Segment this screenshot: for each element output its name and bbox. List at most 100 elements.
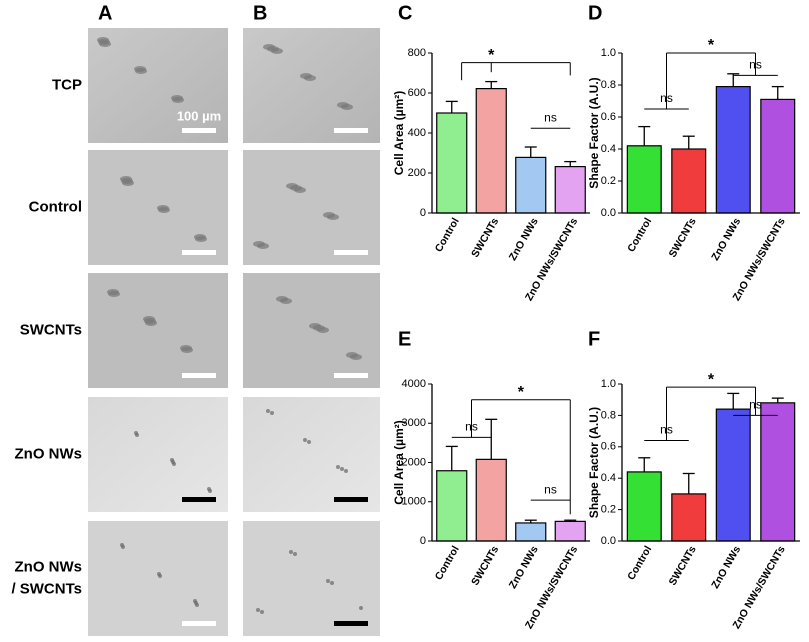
- significance: *: [518, 384, 525, 401]
- micrograph: [88, 397, 228, 512]
- chart: F Shape Factor (A.U.) 0.0 0.2 0.4 0.6 0.8 1.0 Co…: [587, 328, 800, 631]
- x-tick-label: SWCNTs: [667, 216, 699, 260]
- significance: ns: [749, 398, 762, 412]
- y-tick-label: 1000: [402, 496, 426, 508]
- scale-bar: [334, 621, 368, 626]
- cell: [121, 545, 125, 549]
- micrograph: [88, 28, 228, 143]
- bar: [436, 470, 468, 542]
- cell: [304, 75, 316, 81]
- bar: [671, 148, 707, 214]
- cell: [280, 298, 292, 304]
- panel-letter: F: [588, 328, 600, 350]
- cell: [158, 207, 170, 213]
- significance: *: [488, 47, 495, 64]
- x-tick-label: SWCNTs: [469, 216, 501, 260]
- cell: [340, 467, 344, 471]
- scale-bar: [182, 250, 216, 255]
- cell: [303, 438, 307, 442]
- cell: [341, 104, 353, 110]
- cell: [172, 462, 176, 466]
- scale-bar: [334, 250, 368, 255]
- row-label: ZnO NWs: [15, 558, 83, 575]
- bar: [554, 520, 586, 542]
- significance: ns: [544, 482, 557, 496]
- y-tick-label: 0: [420, 535, 426, 547]
- significance: *: [708, 37, 715, 54]
- panel-letter: E: [398, 328, 411, 350]
- y-tick-label: 0.8: [601, 79, 616, 91]
- bar: [475, 87, 507, 214]
- cell: [344, 469, 348, 473]
- scale-bar: [182, 128, 216, 133]
- bar: [671, 493, 707, 542]
- y-tick-label: 3000: [402, 417, 426, 429]
- bar: [515, 522, 547, 542]
- cell: [336, 465, 340, 469]
- scale-bar: [182, 621, 216, 626]
- cell: [99, 41, 111, 47]
- row-label: Control: [29, 198, 82, 215]
- bar: [436, 112, 468, 214]
- bar: [554, 166, 586, 214]
- panel-letter: A: [98, 2, 112, 24]
- x-tick-label: ZnO NWs: [507, 216, 541, 263]
- scale-bar: [334, 497, 368, 502]
- y-tick-label: 0.4: [601, 143, 616, 155]
- cell: [135, 68, 147, 74]
- cell: [260, 610, 264, 614]
- x-tick-label: Control: [433, 544, 462, 582]
- scale-bar: [182, 497, 216, 502]
- cell: [195, 603, 199, 607]
- y-tick-label: 4000: [402, 378, 426, 390]
- micrograph: [243, 521, 380, 636]
- y-tick-label: 0.4: [601, 472, 616, 484]
- cell: [257, 243, 269, 249]
- bar: [626, 471, 662, 542]
- y-tick-label: 0.2: [601, 504, 616, 516]
- y-tick-label: 800: [408, 47, 426, 59]
- significance: *: [708, 371, 715, 388]
- scale-bar: [334, 373, 368, 378]
- scale-bar: [334, 128, 368, 133]
- y-tick-label: 0.0: [601, 535, 616, 547]
- x-tick-label: Control: [433, 216, 462, 254]
- x-tick-label: ZnO NWs: [709, 544, 743, 591]
- micrograph: [243, 28, 380, 143]
- cell: [307, 440, 311, 444]
- y-tick-label: 400: [408, 127, 426, 139]
- bar: [626, 145, 662, 214]
- significance: ns: [544, 110, 557, 124]
- cell: [326, 579, 330, 583]
- cell: [181, 347, 193, 353]
- cell: [317, 327, 329, 333]
- row-label: ZnO NWs: [15, 445, 83, 462]
- y-axis-label: Cell Area (µm²): [392, 91, 406, 176]
- micrograph: [243, 397, 380, 512]
- cell: [330, 581, 334, 585]
- y-tick-label: 2000: [402, 456, 426, 468]
- cell: [108, 291, 120, 297]
- y-tick-label: 0.2: [601, 175, 616, 187]
- row-label: SWCNTs: [20, 321, 82, 338]
- chart: D Shape Factor (A.U.) 0.0 0.2 0.4 0.6 0.8 1.0 Co…: [587, 2, 800, 303]
- cell: [158, 574, 162, 578]
- row-label: TCP: [52, 76, 82, 93]
- cell: [289, 550, 293, 554]
- x-tick-label: Control: [625, 544, 654, 582]
- cell: [271, 48, 283, 54]
- cell: [359, 606, 363, 610]
- cell: [266, 409, 270, 413]
- cell: [294, 187, 306, 193]
- scale-bar: [182, 373, 216, 378]
- cell: [270, 411, 274, 415]
- bar: [760, 98, 796, 214]
- y-tick-label: 0.6: [601, 441, 616, 453]
- bar: [475, 458, 507, 542]
- cell: [327, 214, 339, 220]
- x-tick-label: ZnO NWs: [507, 544, 541, 591]
- panel-letter: D: [588, 2, 602, 24]
- micrograph: [243, 273, 380, 388]
- cell: [195, 236, 207, 242]
